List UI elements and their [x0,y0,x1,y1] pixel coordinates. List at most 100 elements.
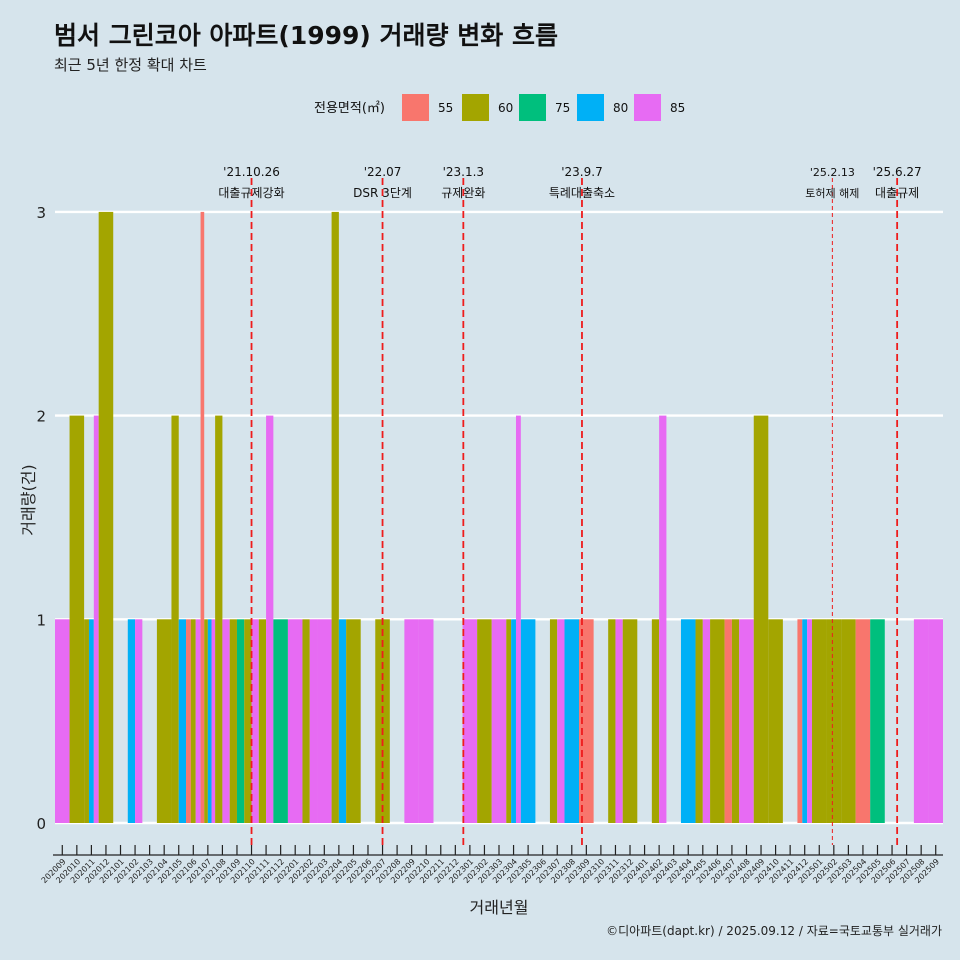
bar-202201-85 [287,619,303,823]
bar-202409-60 [753,415,769,823]
bar-202405-60 [695,619,703,823]
bar-202509-85 [928,619,943,823]
bar-202104-60 [156,619,172,823]
bar-202108-85 [222,619,230,823]
legend-label: 55 [438,101,453,115]
bar-202301-85 [462,619,478,823]
bar-202107-60 [204,619,208,823]
bar-202011-85 [93,415,99,823]
y-tick-label: 3 [36,204,46,222]
bar-202304-60 [506,619,512,823]
bar-202102-85 [135,619,143,823]
bar-202407-60 [731,619,740,823]
bar-202110-60 [244,619,252,823]
bar-202407-55 [724,619,732,823]
legend-label: 75 [555,101,570,115]
event-name-label: DSR 3단계 [353,186,412,200]
bar-202402-60 [651,619,660,823]
bar-202107-80 [207,619,212,823]
bar-202412-85 [807,619,812,823]
bar-202010-60 [69,415,85,823]
y-tick-label: 0 [36,815,46,833]
legend-swatch-75 [519,94,546,121]
bar-202105-60 [171,415,179,823]
event-name-label: 토허제 해제 [805,186,859,200]
chart-subtitle: 최근 5년 한정 확대 차트 [54,56,207,74]
bar-202105-80 [178,619,187,823]
bar-202202-85 [309,619,318,823]
legend-swatch-60 [462,94,489,121]
bar-202412-55 [797,619,803,823]
y-tick-label: 2 [36,408,46,426]
bar-202302-60 [477,619,492,823]
bar-202502-60 [826,619,842,823]
bar-202505-75 [870,619,885,823]
bar-202109-60 [229,619,237,823]
bar-202508-85 [913,619,929,823]
bar-202011-80 [88,619,94,823]
bar-202011-60 [84,619,89,823]
bar-202503-60 [841,619,856,823]
bar-202501-60 [811,619,827,823]
bar-202111-85 [266,415,274,823]
event-date-label: '25.2.13 [810,166,855,179]
bar-202204-80 [338,619,347,823]
bar-202412-80 [802,619,808,823]
event-date-label: '23.1.3 [443,165,484,179]
bar-202204-60 [331,211,339,823]
bar-202305-80 [520,619,536,823]
bar-202408-85 [739,619,754,823]
legend-label: 85 [670,101,685,115]
bar-202304-85 [515,415,521,823]
bar-202303-85 [491,619,507,823]
legend-label: 80 [613,101,628,115]
bar-202406-60 [710,619,725,823]
bar-202205-60 [346,619,361,823]
bar-202106-85 [195,619,201,823]
bar-202110-85 [251,619,259,823]
event-name-label: 특례대출축소 [549,186,615,200]
legend-label: 60 [498,101,513,115]
bar-202111-60 [258,619,267,823]
legend-swatch-85 [634,94,661,121]
bar-202106-55 [186,619,191,823]
source-caption: ©디아파트(dapt.kr) / 2025.09.12 / 자료=국토교통부 실… [606,924,942,938]
bar-202304-80 [511,619,516,823]
legend-swatch-80 [577,94,604,121]
bar-202106-60 [190,619,196,823]
y-axis-title: 거래량(건) [19,464,38,535]
x-axis-title: 거래년월 [470,898,529,917]
bar-202102-80 [127,619,136,823]
bar-202107-55 [200,211,205,823]
bar-202108-60 [215,415,223,823]
event-name-label: 대출규제강화 [218,186,284,200]
bar-202410-60 [768,619,783,823]
bar-202404-80 [680,619,696,823]
chart-title: 범서 그린코아 아파트(1999) 거래량 변화 흐름 [54,21,558,50]
bar-202307-85 [557,619,565,823]
legend-swatch-55 [402,94,429,121]
event-date-label: '23.9.7 [561,165,602,179]
event-date-label: '21.10.26 [223,165,280,179]
bar-202210-85 [418,619,434,823]
bar-202402-85 [659,415,667,823]
legend-title: 전용면적(㎡) [314,101,385,116]
bar-202504-55 [855,619,871,823]
bar-202009-85 [55,619,70,823]
bar-202311-85 [615,619,623,823]
bar-202308-80 [564,619,580,823]
bar-202012-60 [98,211,114,823]
y-tick-label: 1 [36,611,46,629]
bar-202203-85 [317,619,332,823]
bar-202311-60 [608,619,616,823]
bar-202209-85 [404,619,419,823]
event-name-label: 규제완화 [441,186,485,200]
bar-202107-85 [211,619,216,823]
bar-202202-60 [302,619,310,823]
bar-202112-75 [273,619,288,823]
bar-202109-75 [236,619,245,823]
bar-202405-85 [702,619,711,823]
event-date-label: '25.6.27 [873,165,922,179]
event-name-label: 대출규제 [875,186,919,200]
